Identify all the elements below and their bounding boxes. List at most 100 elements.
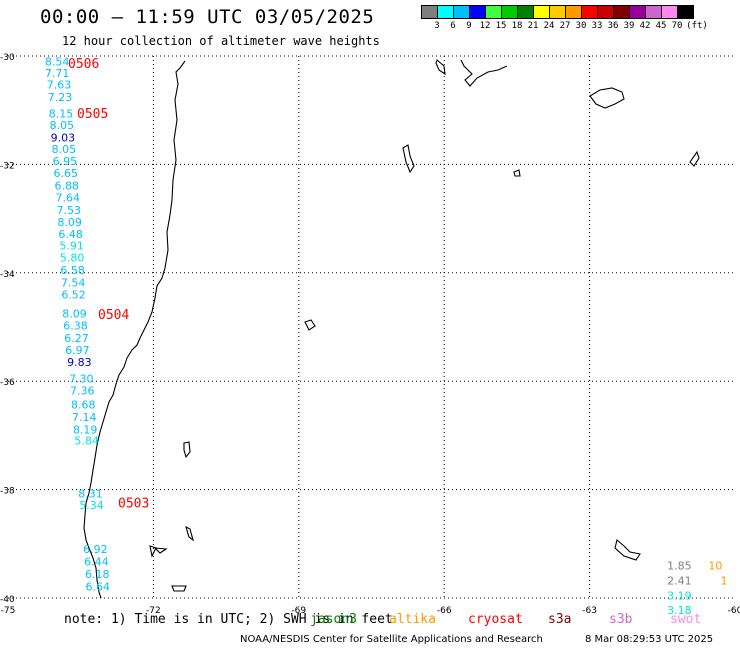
longitude-tick-label: -60 bbox=[728, 606, 740, 616]
credit-line: NOAA/NESDIS Center for Satellite Applica… bbox=[240, 634, 543, 645]
colorbar-tick-label: 45 bbox=[655, 21, 667, 31]
wave-height-value: 1.85 bbox=[667, 559, 692, 572]
longitude-tick-label: -72 bbox=[146, 606, 161, 616]
latitude-tick-label: -38 bbox=[0, 487, 15, 497]
track-time-label: 0506 bbox=[68, 57, 99, 72]
satellite-legend-s3a: s3a bbox=[548, 612, 572, 627]
wave-height-value: 5.34 bbox=[79, 499, 104, 512]
wave-height-value: 10 bbox=[708, 559, 722, 572]
latitude-tick-label: -40 bbox=[0, 595, 15, 605]
small-island-i bbox=[171, 585, 187, 592]
wave-height-value: 6.65 bbox=[54, 167, 79, 180]
wave-height-value: 5.91 bbox=[59, 240, 83, 253]
wave-height-value: 5.80 bbox=[60, 252, 84, 265]
longitude-tick-label: -63 bbox=[582, 606, 597, 616]
wave-height-value: 9.03 bbox=[51, 131, 76, 144]
small-island-g bbox=[149, 545, 157, 558]
small-island-j bbox=[614, 539, 641, 561]
small-island-h bbox=[153, 547, 168, 554]
wave-height-value: 7.71 bbox=[45, 67, 70, 80]
wave-height-value: 6.88 bbox=[55, 180, 80, 193]
colorbar-tick-label: 21 bbox=[527, 21, 539, 31]
satellite-legend-jason3: jason3 bbox=[310, 612, 357, 627]
generation-timestamp: 8 Mar 08:29:53 UTC 2025 bbox=[585, 634, 714, 645]
wave-height-value: 6.18 bbox=[85, 568, 110, 581]
uruguay-coast bbox=[435, 59, 446, 76]
colorbar-tick-label: 3 bbox=[434, 21, 440, 31]
longitude-tick-label: -66 bbox=[437, 606, 452, 616]
colorbar-tick-label: 27 bbox=[559, 21, 571, 31]
small-island-d bbox=[304, 319, 316, 331]
falkland-like-island bbox=[589, 87, 625, 109]
track-time-label: 0503 bbox=[118, 497, 149, 512]
wave-height-value: 3.18 bbox=[667, 604, 692, 617]
wave-height-value: 6.44 bbox=[84, 556, 109, 569]
wave-height-value: 8.68 bbox=[71, 399, 96, 412]
wave-height-value: 8.19 bbox=[73, 423, 98, 436]
colorbar-tick-labels: 3 6 9 12 15 18 21 24 27 30 33 36 39 42 45 70 (ft) bbox=[421, 21, 740, 33]
wave-height-value: 6.95 bbox=[53, 155, 78, 168]
colorbar-tick-label: 15 bbox=[495, 21, 507, 31]
wave-height-value: 3.19 bbox=[667, 589, 692, 602]
colorbar-tick-label: 70 bbox=[671, 21, 683, 31]
wave-height-value: 6.52 bbox=[61, 288, 86, 301]
colorbar-tick-label: 18 bbox=[511, 21, 523, 31]
rio-de-la-plata-coast bbox=[460, 59, 508, 87]
colorbar-swatch bbox=[677, 5, 694, 19]
colorbar-tick-label: 36 bbox=[607, 21, 619, 31]
colorbar-tick-label: 12 bbox=[479, 21, 491, 31]
wave-height-value: 6.92 bbox=[83, 543, 108, 556]
colorbar-tick-label: 33 bbox=[591, 21, 603, 31]
wave-height-value: 8.54 bbox=[45, 55, 70, 68]
wave-height-value: 6.58 bbox=[60, 264, 85, 277]
longitude-tick-label: -75 bbox=[1, 606, 16, 616]
latitude-tick-label: -36 bbox=[0, 378, 15, 388]
wave-height-value: 6.38 bbox=[63, 319, 88, 332]
colorbar-tick-label: (ft) bbox=[686, 21, 708, 31]
wave-height-value: 7.63 bbox=[47, 79, 71, 92]
wave-height-value: 6.27 bbox=[64, 332, 89, 345]
wave-height-value: 8.31 bbox=[78, 487, 103, 500]
wave-height-value: 8.05 bbox=[52, 143, 76, 156]
wave-height-value: 7.36 bbox=[70, 384, 95, 397]
wave-height-value: 7.14 bbox=[72, 411, 97, 424]
wave-height-value: 8.15 bbox=[49, 107, 74, 120]
track-time-label: 0504 bbox=[98, 308, 129, 323]
wave-height-value: 6.97 bbox=[65, 344, 90, 357]
satellite-legend-cryosat: cryosat bbox=[468, 612, 523, 627]
map-grid: -30 -32 -34 -36 -38 -40-75 -72 -69 -66 -63 -60 bbox=[0, 53, 740, 616]
track-labels: 0506 0505 0504 0503 bbox=[68, 57, 149, 512]
units-note: note: 1) Time is in UTC; 2) SWH is in fe… bbox=[64, 612, 393, 627]
wave-height-value: 6.64 bbox=[86, 581, 111, 594]
satellite-legend-altika: altika bbox=[389, 612, 436, 627]
latitude-tick-label: -34 bbox=[0, 270, 15, 280]
colorbar-tick-label: 42 bbox=[639, 21, 651, 31]
small-island-a bbox=[402, 144, 415, 174]
wave-height-values: 8.547.717.637.238.158.059.038.056.956.65… bbox=[45, 55, 728, 617]
track-time-label: 0505 bbox=[77, 107, 108, 122]
latitude-tick-label: -30 bbox=[0, 53, 15, 63]
map-title: 00:00 – 11:59 UTC 03/05/2025 bbox=[40, 6, 375, 28]
colorbar-tick-label: 9 bbox=[466, 21, 472, 31]
wave-height-value: 8.05 bbox=[50, 119, 75, 132]
colorbar-tick-label: 6 bbox=[450, 21, 456, 31]
wave-height-value: 8.09 bbox=[57, 216, 82, 229]
wave-height-value: 6.48 bbox=[58, 228, 83, 241]
wave-height-value: 7.53 bbox=[56, 204, 81, 217]
colorbar-tick-label: 24 bbox=[543, 21, 555, 31]
latitude-tick-label: -32 bbox=[0, 161, 15, 171]
small-island-c bbox=[689, 150, 700, 167]
chile-coastline bbox=[83, 60, 186, 599]
small-island-e bbox=[183, 441, 191, 459]
colorbar-tick-label: 30 bbox=[575, 21, 587, 31]
colorbar-tick-label: 39 bbox=[623, 21, 635, 31]
longitude-tick-label: -69 bbox=[291, 606, 306, 616]
wave-height-value: 2.41 bbox=[667, 575, 692, 588]
small-island-f bbox=[185, 525, 194, 542]
satellite-legend-swot: swot bbox=[670, 612, 702, 627]
map-subtitle: 12 hour collection of altimeter wave hei… bbox=[62, 34, 380, 48]
wave-height-value: 7.30 bbox=[69, 372, 94, 385]
wave-height-value: 7.64 bbox=[55, 191, 79, 204]
wave-height-value: 7.23 bbox=[48, 91, 73, 104]
